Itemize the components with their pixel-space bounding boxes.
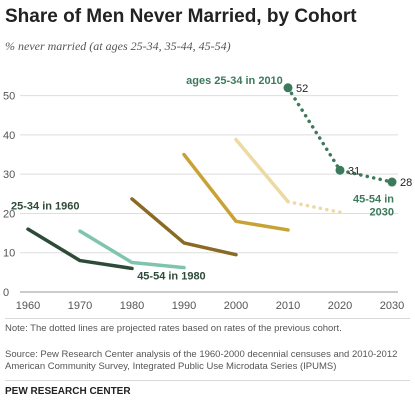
chart-subtitle: % never married (at ages 25-34, 35-44, 4…: [5, 39, 231, 53]
chart-note: Note: The dotted lines are projected rat…: [5, 323, 342, 334]
annotation-label-0: 25-34 in 1960: [11, 201, 80, 213]
y-tick-label-20: 20: [3, 208, 15, 220]
x-tick-label-1960: 1960: [16, 300, 40, 312]
y-tick-label-10: 10: [3, 248, 15, 260]
brand-logo-text: PEW RESEARCH CENTER: [5, 386, 131, 397]
x-tick-label-2020: 2020: [328, 300, 352, 312]
y-tick-label-0: 0: [3, 287, 9, 299]
x-tick-label-1990: 1990: [172, 300, 196, 312]
chart-source: Source: Pew Research Center analysis of …: [5, 349, 398, 373]
x-tick-label-1980: 1980: [120, 300, 144, 312]
x-tick-label-2010: 2010: [276, 300, 300, 312]
series-point-2010: [283, 83, 293, 93]
x-tick-label-1970: 1970: [68, 300, 92, 312]
y-tick-label-30: 30: [3, 169, 15, 181]
annotation-label-1: 45-54 in 1980: [137, 270, 206, 282]
series-line-4: [234, 137, 290, 204]
value-label-31: 31: [348, 165, 360, 177]
series-point-2020: [335, 165, 345, 175]
annotation-label-4: 2030: [370, 206, 394, 218]
grid-layer: [20, 95, 398, 293]
divider-top: [5, 318, 410, 319]
annotation-label-2: ages 25-34 in 2010: [186, 75, 283, 87]
y-tick-label-50: 50: [3, 91, 15, 103]
series-line-1: [78, 229, 186, 270]
chart-title: Share of Men Never Married, by Cohort: [5, 6, 357, 27]
value-label-52: 52: [296, 83, 308, 95]
series-point-2030: [387, 177, 397, 187]
divider-bottom: [5, 380, 410, 381]
x-tick-label-2000: 2000: [224, 300, 248, 312]
value-label-28: 28: [400, 177, 412, 189]
annotation-label-3: 45-54 in: [353, 193, 394, 205]
series-line-0: [26, 227, 134, 271]
series-projected-line-4: [286, 199, 342, 215]
y-tick-label-40: 40: [3, 130, 15, 142]
x-tick-label-2030: 2030: [380, 300, 404, 312]
series-line-2: [130, 197, 238, 257]
series-line-3: [182, 152, 290, 232]
series-layer: [26, 83, 397, 271]
